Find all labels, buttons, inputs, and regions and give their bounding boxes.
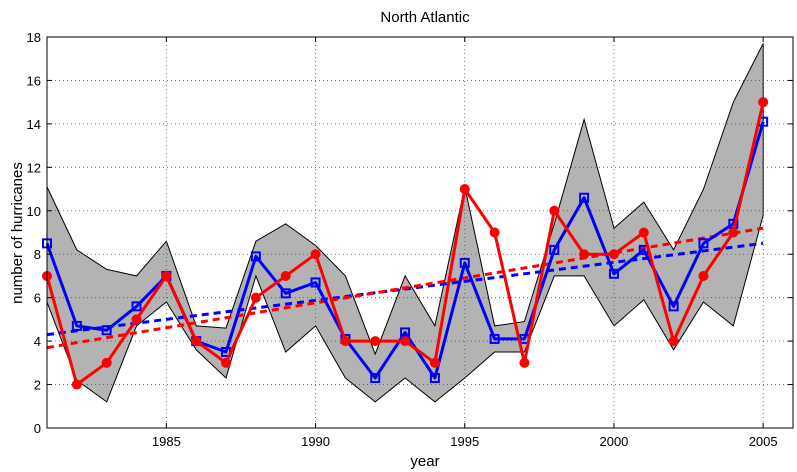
x-tick-label: 1985 [152, 434, 181, 449]
data-point [758, 97, 769, 108]
y-tick-label: 14 [27, 117, 41, 132]
data-point [161, 270, 172, 281]
data-point [489, 227, 500, 238]
trend-line [46, 226, 764, 350]
data-point [728, 227, 739, 238]
data-point [280, 288, 291, 299]
data-point [370, 373, 381, 384]
y-tick-label: 18 [27, 30, 41, 45]
data-point [459, 184, 470, 195]
y-tick-label: 0 [34, 421, 41, 436]
data-point [280, 270, 291, 281]
axes-frame [46, 36, 794, 429]
data-point [638, 227, 649, 238]
data-point [549, 205, 560, 216]
data-point [310, 277, 321, 288]
data-point [668, 336, 679, 347]
spread-band [46, 43, 764, 403]
data-point [519, 357, 530, 368]
data-point [221, 357, 232, 368]
data-point [71, 379, 82, 390]
x-tick-label: 1995 [450, 434, 479, 449]
data-point [340, 336, 351, 347]
x-tick-label: 2000 [599, 434, 628, 449]
data-point [429, 357, 440, 368]
data-point [131, 314, 142, 325]
data-point [668, 301, 679, 312]
data-point [101, 357, 112, 368]
chart-title: North Atlantic [380, 9, 470, 26]
x-axis-label: year [410, 453, 439, 470]
y-tick-label: 12 [27, 160, 41, 175]
data-point [459, 257, 470, 268]
y-tick-label: 16 [27, 73, 41, 88]
data-point [549, 244, 560, 255]
data-point [579, 192, 590, 203]
data-point [131, 301, 142, 312]
y-tick-label: 4 [34, 334, 41, 349]
data-point [698, 270, 709, 281]
x-tick-label: 1990 [301, 434, 330, 449]
y-axis-label: number of hurricanes [9, 162, 26, 304]
data-point [310, 249, 321, 260]
data-point [400, 336, 411, 347]
y-tick-label: 10 [27, 204, 41, 219]
data-point [250, 251, 261, 262]
y-tick-label: 8 [34, 247, 41, 262]
data-point [698, 238, 709, 249]
y-tick-label: 2 [34, 378, 41, 393]
data-point [250, 292, 261, 303]
y-tick-label: 6 [34, 291, 41, 306]
data-point [101, 325, 112, 336]
data-point [489, 333, 500, 344]
data-point [71, 320, 82, 331]
data-point [191, 336, 202, 347]
data-point [608, 249, 619, 260]
plot-area: 1985 1990 1995 2000 2005 0 2 4 6 8 10 12 14 16 18 [27, 30, 794, 449]
data-point [579, 249, 590, 260]
data-point [608, 268, 619, 279]
data-point [429, 373, 440, 384]
x-tick-label: 2005 [749, 434, 778, 449]
data-point [370, 336, 381, 347]
